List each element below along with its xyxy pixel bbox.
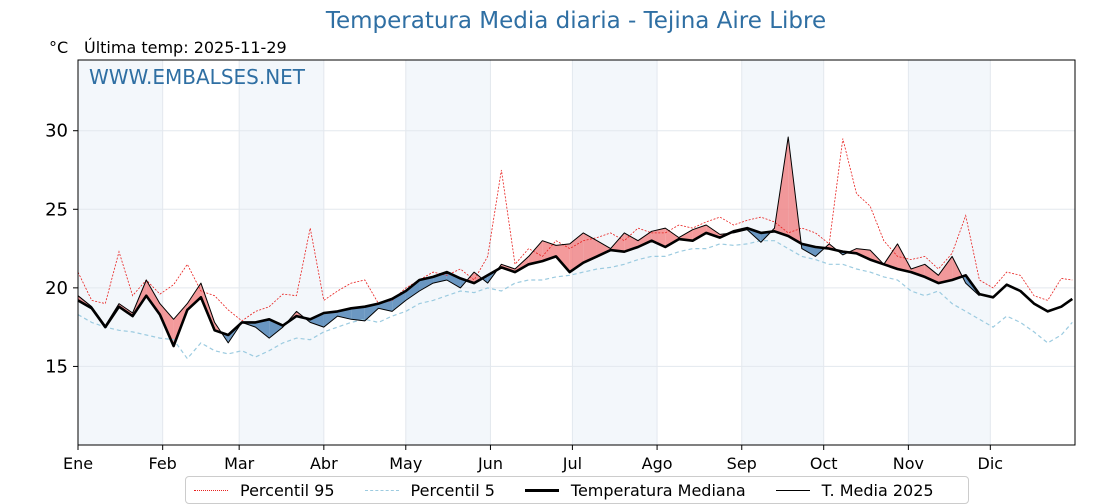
legend-label-2025: T. Media 2025 [822, 481, 934, 500]
legend-item-p95[interactable]: Percentil 95 [194, 481, 335, 500]
legend-item-2025[interactable]: T. Media 2025 [776, 481, 934, 500]
month-band [239, 60, 324, 445]
x-tick-label: Abr [310, 454, 338, 473]
x-tick-label: Jul [562, 454, 582, 473]
x-tick-label: Nov [893, 454, 924, 473]
x-tick-label: Ene [63, 454, 93, 473]
x-tick-label: Ago [642, 454, 673, 473]
y-tick-label: 20 [45, 278, 68, 299]
legend-swatch-2025 [776, 490, 810, 491]
watermark: WWW.EMBALSES.NET [89, 65, 306, 89]
y-tick-label: 30 [45, 121, 68, 142]
x-tick-label: Mar [224, 454, 255, 473]
legend-label-p95: Percentil 95 [240, 481, 335, 500]
series-2025-line [78, 137, 979, 343]
month-band [78, 60, 163, 445]
x-tick-label: Oct [810, 454, 838, 473]
legend-swatch-p5 [365, 490, 399, 491]
legend-item-p5[interactable]: Percentil 5 [365, 481, 495, 500]
legend-label-p5: Percentil 5 [411, 481, 495, 500]
y-tick-label: 25 [45, 199, 68, 220]
x-tick-label: Feb [149, 454, 177, 473]
month-band [908, 60, 990, 445]
legend-swatch-median [525, 489, 559, 492]
x-tick-label: May [389, 454, 422, 473]
legend-item-median[interactable]: Temperatura Mediana [525, 481, 746, 500]
month-band [406, 60, 491, 445]
y-tick-label: 15 [45, 356, 68, 377]
legend-swatch-p95 [194, 490, 228, 491]
x-tick-label: Jun [477, 454, 503, 473]
legend-label-median: Temperatura Mediana [571, 481, 746, 500]
x-tick-label: Sep [727, 454, 757, 473]
x-tick-label: Dic [978, 454, 1004, 473]
